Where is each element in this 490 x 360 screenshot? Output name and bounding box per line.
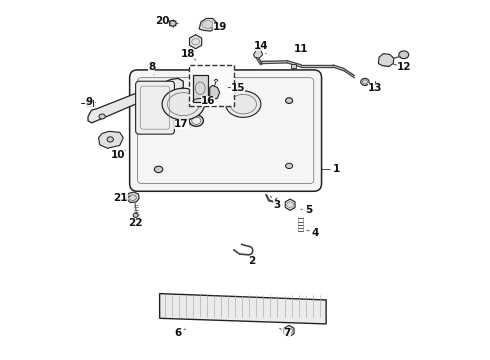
Text: 12: 12 — [394, 62, 411, 72]
Text: 21: 21 — [114, 193, 130, 203]
Ellipse shape — [380, 56, 392, 66]
Text: 16: 16 — [201, 96, 215, 105]
Text: 8: 8 — [148, 62, 155, 75]
Ellipse shape — [169, 21, 176, 26]
Text: 19: 19 — [211, 22, 227, 32]
Text: 5: 5 — [301, 205, 312, 215]
Text: 18: 18 — [181, 49, 196, 60]
Text: 1: 1 — [322, 165, 341, 174]
FancyBboxPatch shape — [136, 81, 174, 134]
Ellipse shape — [99, 114, 105, 119]
Polygon shape — [88, 78, 183, 123]
Text: 13: 13 — [368, 81, 383, 93]
Text: 9: 9 — [85, 98, 96, 107]
Ellipse shape — [168, 86, 174, 91]
Text: 4: 4 — [307, 228, 319, 238]
Polygon shape — [284, 325, 294, 337]
Polygon shape — [126, 192, 139, 203]
Bar — [193, 75, 208, 102]
Bar — [86, 100, 93, 106]
Polygon shape — [210, 85, 220, 100]
FancyBboxPatch shape — [130, 70, 321, 191]
Bar — [189, 66, 234, 106]
Text: 15: 15 — [228, 83, 245, 93]
Ellipse shape — [154, 166, 163, 172]
Text: 10: 10 — [111, 150, 126, 160]
Ellipse shape — [136, 100, 142, 105]
Polygon shape — [190, 35, 202, 49]
Text: 20: 20 — [155, 15, 171, 26]
Polygon shape — [98, 131, 123, 148]
Bar — [291, 64, 296, 68]
Ellipse shape — [133, 213, 138, 217]
Polygon shape — [285, 199, 295, 210]
Polygon shape — [253, 49, 263, 58]
Ellipse shape — [361, 78, 369, 85]
Ellipse shape — [189, 115, 203, 126]
Ellipse shape — [399, 51, 409, 59]
Ellipse shape — [286, 163, 293, 168]
Ellipse shape — [286, 98, 293, 103]
Ellipse shape — [225, 91, 261, 117]
Text: 2: 2 — [246, 255, 256, 266]
Text: 22: 22 — [128, 215, 142, 228]
Text: 3: 3 — [270, 196, 280, 210]
Polygon shape — [378, 54, 394, 66]
Polygon shape — [199, 18, 217, 31]
Ellipse shape — [107, 137, 113, 142]
Text: 17: 17 — [174, 118, 192, 129]
Ellipse shape — [162, 88, 204, 120]
Polygon shape — [160, 294, 326, 324]
Text: 6: 6 — [174, 328, 186, 338]
Text: 7: 7 — [280, 328, 291, 338]
Text: 11: 11 — [294, 45, 309, 54]
Text: 14: 14 — [253, 41, 268, 54]
